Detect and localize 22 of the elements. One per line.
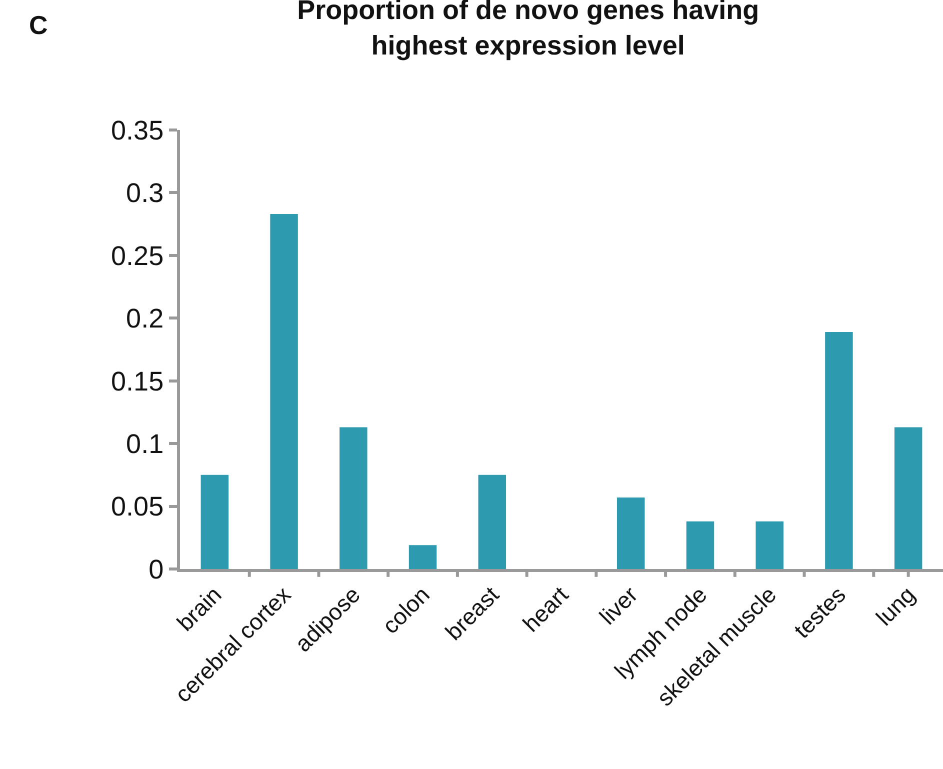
y-tick-label: 0.25: [111, 240, 164, 271]
bar: [270, 214, 298, 569]
chart-title: Proportion of de novo genes having highest expression level: [297, 0, 760, 60]
y-tick-label: 0.2: [126, 304, 164, 334]
bar: [478, 474, 506, 569]
bar: [756, 521, 784, 569]
bar: [340, 427, 368, 569]
y-tick-label: 0.35: [111, 115, 164, 146]
text: C: [29, 10, 48, 40]
y-tick-label: 0: [148, 554, 164, 584]
x-tick-label: lung: [870, 581, 920, 631]
bar: [894, 427, 922, 569]
y-tick-label: 0.3: [126, 178, 164, 208]
y-tick-label: 0.05: [111, 492, 164, 522]
y-tick-label: 0.15: [111, 366, 164, 396]
bar: [200, 474, 229, 569]
bar: [825, 332, 853, 569]
bar: [408, 545, 437, 569]
y-tick-label: 0.1: [126, 429, 164, 460]
bar: [616, 498, 645, 569]
bar: [686, 521, 714, 569]
x-tick-label: liver: [594, 581, 643, 630]
